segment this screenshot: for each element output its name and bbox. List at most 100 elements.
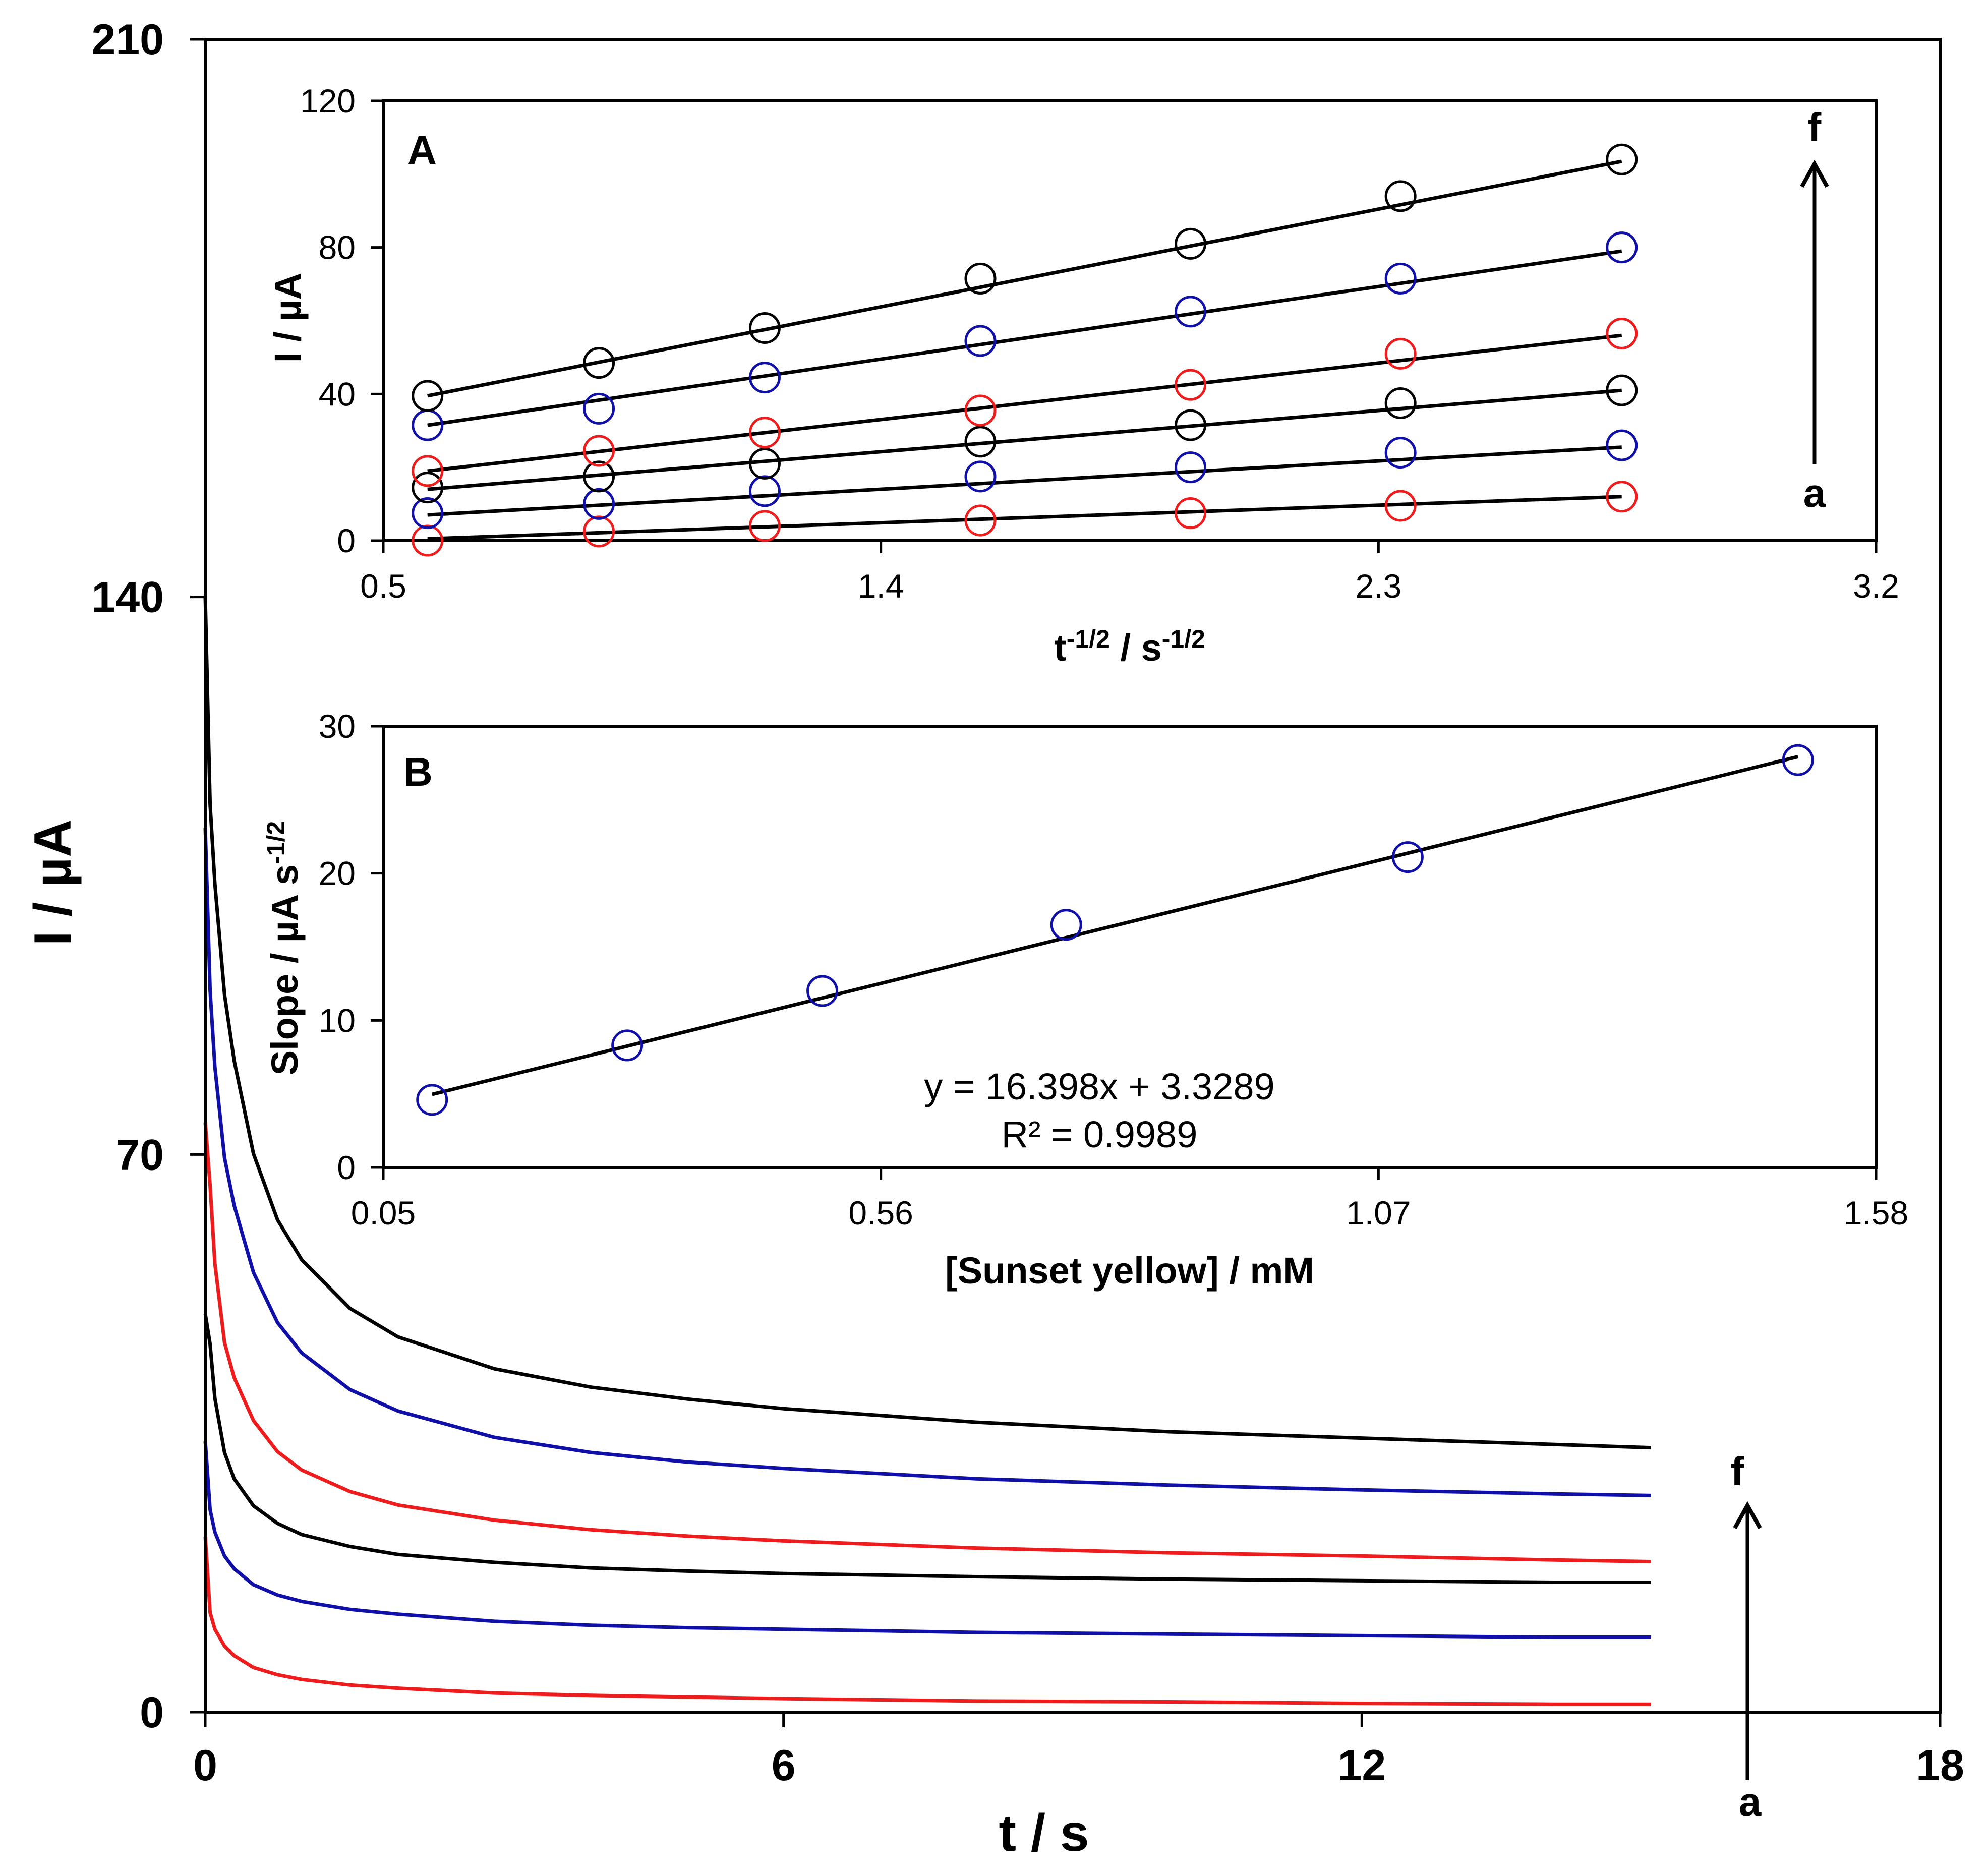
inset-a-marker-a: [1175, 497, 1207, 529]
main-curve-f: [203, 597, 1651, 1450]
inset-a-marker-f: [1606, 143, 1638, 176]
inset-a-marker-b: [964, 460, 997, 493]
inset-a-marker-f: [1175, 227, 1207, 260]
main-x-tick-label: 12: [1337, 1741, 1386, 1790]
inset-b-y-tick-labels: 0 10 20 30: [319, 708, 356, 1186]
inset-a-direction-arrow: f a: [1800, 105, 1829, 515]
main-y-tick-label: 140: [92, 573, 164, 622]
inset-a-marker-d: [1606, 317, 1638, 349]
main-y-tick-label: 210: [92, 16, 164, 64]
inset-a-marker-d: [1384, 337, 1417, 370]
inset-b-panel-label: B: [403, 749, 433, 794]
inset-a-marker-b: [583, 488, 615, 520]
inset-b-y-title-base: Slope / µA s: [264, 864, 306, 1075]
main-curve-d: [203, 1122, 1651, 1563]
inset-a-marker-f: [583, 347, 615, 379]
main-x-tick-label: 6: [772, 1741, 796, 1790]
inset-a-fit-line-f: [427, 159, 1622, 398]
inset-a-marker-c: [1384, 387, 1417, 419]
main-x-tick-label: 18: [1916, 1741, 1964, 1790]
inset-a-x-tick-label: 3.2: [1853, 567, 1899, 605]
main-curve-c: [203, 1313, 1651, 1584]
inset-b-x-tick-label: 1.58: [1844, 1194, 1908, 1232]
inset-a-marker-e: [1384, 262, 1417, 295]
main-y-tick-label: 0: [140, 1688, 164, 1737]
inset-a-x-title-t-exp: -1/2: [1067, 625, 1110, 653]
main-curve-b: [203, 1441, 1651, 1639]
inset-a-marker-c: [412, 472, 444, 504]
inset-a-marker-f: [748, 312, 781, 344]
inset-b-marker: [1782, 744, 1814, 776]
main-x-axis-title: t / s: [999, 1804, 1089, 1862]
inset-a-x-title-sep: / s: [1110, 627, 1162, 669]
inset-a-marker-a: [748, 510, 781, 542]
inset-a-fit-line-a: [427, 495, 1622, 541]
main-x-tick-label: 0: [193, 1741, 217, 1790]
inset-b-y-title-exp: -1/2: [262, 821, 290, 864]
inset-a-fit-line-e: [427, 249, 1622, 427]
inset-a-x-title-s-exp: -1/2: [1162, 625, 1205, 653]
inset-b-markers: [416, 744, 1814, 1116]
inset-a-marker-b: [412, 497, 444, 529]
inset-a-marker-f: [1384, 180, 1417, 212]
inset-a-marker-b: [748, 475, 781, 507]
main-y-tick-labels: 0 70 140 210: [92, 16, 164, 1737]
inset-a-arrow-label-bottom: a: [1803, 471, 1826, 515]
inset-a-marker-c: [964, 426, 997, 458]
inset-a-markers: [412, 143, 1638, 557]
inset-b-fit-lines: [431, 755, 1799, 1096]
inset-a-marker-b: [1606, 429, 1638, 461]
inset-a-x-axis-title: t-1/2 / s-1/2: [1054, 625, 1205, 669]
inset-a-fit-lines: [427, 159, 1622, 541]
main-arrow-head: [1733, 1501, 1762, 1529]
inset-a-marker-e: [748, 362, 781, 394]
inset-a-marker-a: [1606, 481, 1638, 513]
inset-a-fit-line-c: [427, 388, 1622, 491]
inset-a-marker-a: [583, 515, 615, 548]
inset-b-y-tick-label: 10: [319, 1002, 356, 1039]
main-arrow-label-bottom: a: [1739, 1779, 1762, 1824]
inset-b-marker: [1050, 909, 1082, 941]
inset-b-x-tick-labels: 0.05 0.56 1.07 1.58: [351, 1194, 1908, 1232]
inset-a-marker-d: [748, 417, 781, 449]
inset-b-y-tick-label: 0: [337, 1149, 356, 1186]
main-direction-arrow: f a: [1731, 1449, 1762, 1824]
inset-a-marker-c: [583, 460, 615, 493]
inset-a-marker-f: [412, 380, 444, 412]
inset-a-x-tick-labels: 0.5 1.4 2.3 3.2: [360, 567, 1899, 605]
inset-a-marker-e: [1175, 296, 1207, 328]
inset-a-marker-e: [964, 325, 997, 357]
inset-b-x-axis-title: [Sunset yellow] / mM: [945, 1250, 1314, 1292]
main-ticks: [190, 38, 1942, 1727]
inset-b-fit-line: [431, 755, 1799, 1096]
inset-b-y-tick-label: 20: [319, 855, 356, 892]
inset-b-marker: [1391, 841, 1424, 873]
inset-a-fit-line-b: [427, 445, 1622, 517]
inset-a-x-tick-label: 1.4: [858, 567, 904, 605]
inset-a-marker-c: [1606, 374, 1638, 406]
main-arrow-label-top: f: [1731, 1449, 1744, 1494]
inset-a-y-tick-labels: 0 40 80 120: [300, 82, 356, 559]
inset-b-y-axis-title: Slope / µA s-1/2: [262, 821, 306, 1075]
inset-b-y-tick-label: 30: [319, 708, 356, 745]
main-curve-e: [203, 828, 1651, 1497]
inset-b-marker: [611, 1029, 644, 1062]
inset-a-marker-e: [1606, 231, 1638, 264]
inset-a-x-title-t: t: [1054, 627, 1067, 669]
inset-a-marker-d: [964, 394, 997, 427]
inset-b-x-tick-label: 0.05: [351, 1194, 416, 1232]
inset-b-x-tick-label: 1.07: [1346, 1194, 1411, 1232]
inset-a-marker-b: [1384, 437, 1417, 469]
inset-a-marker-d: [1175, 369, 1207, 401]
inset-a-y-tick-label: 40: [319, 375, 356, 413]
inset-a-x-tick-label: 2.3: [1355, 567, 1401, 605]
main-y-tick-label: 70: [115, 1131, 164, 1179]
inset-a-y-axis-title: I / µA: [267, 273, 309, 363]
inset-b: 0.05 0.56 1.07 1.58 0 10 20 30 B [Sunset yello…: [262, 708, 1908, 1292]
inset-a-ticks: [371, 99, 1878, 553]
inset-a-marker-e: [583, 392, 615, 425]
inset-a-x-tick-label: 0.5: [360, 567, 406, 605]
inset-a-marker-b: [1175, 451, 1207, 484]
